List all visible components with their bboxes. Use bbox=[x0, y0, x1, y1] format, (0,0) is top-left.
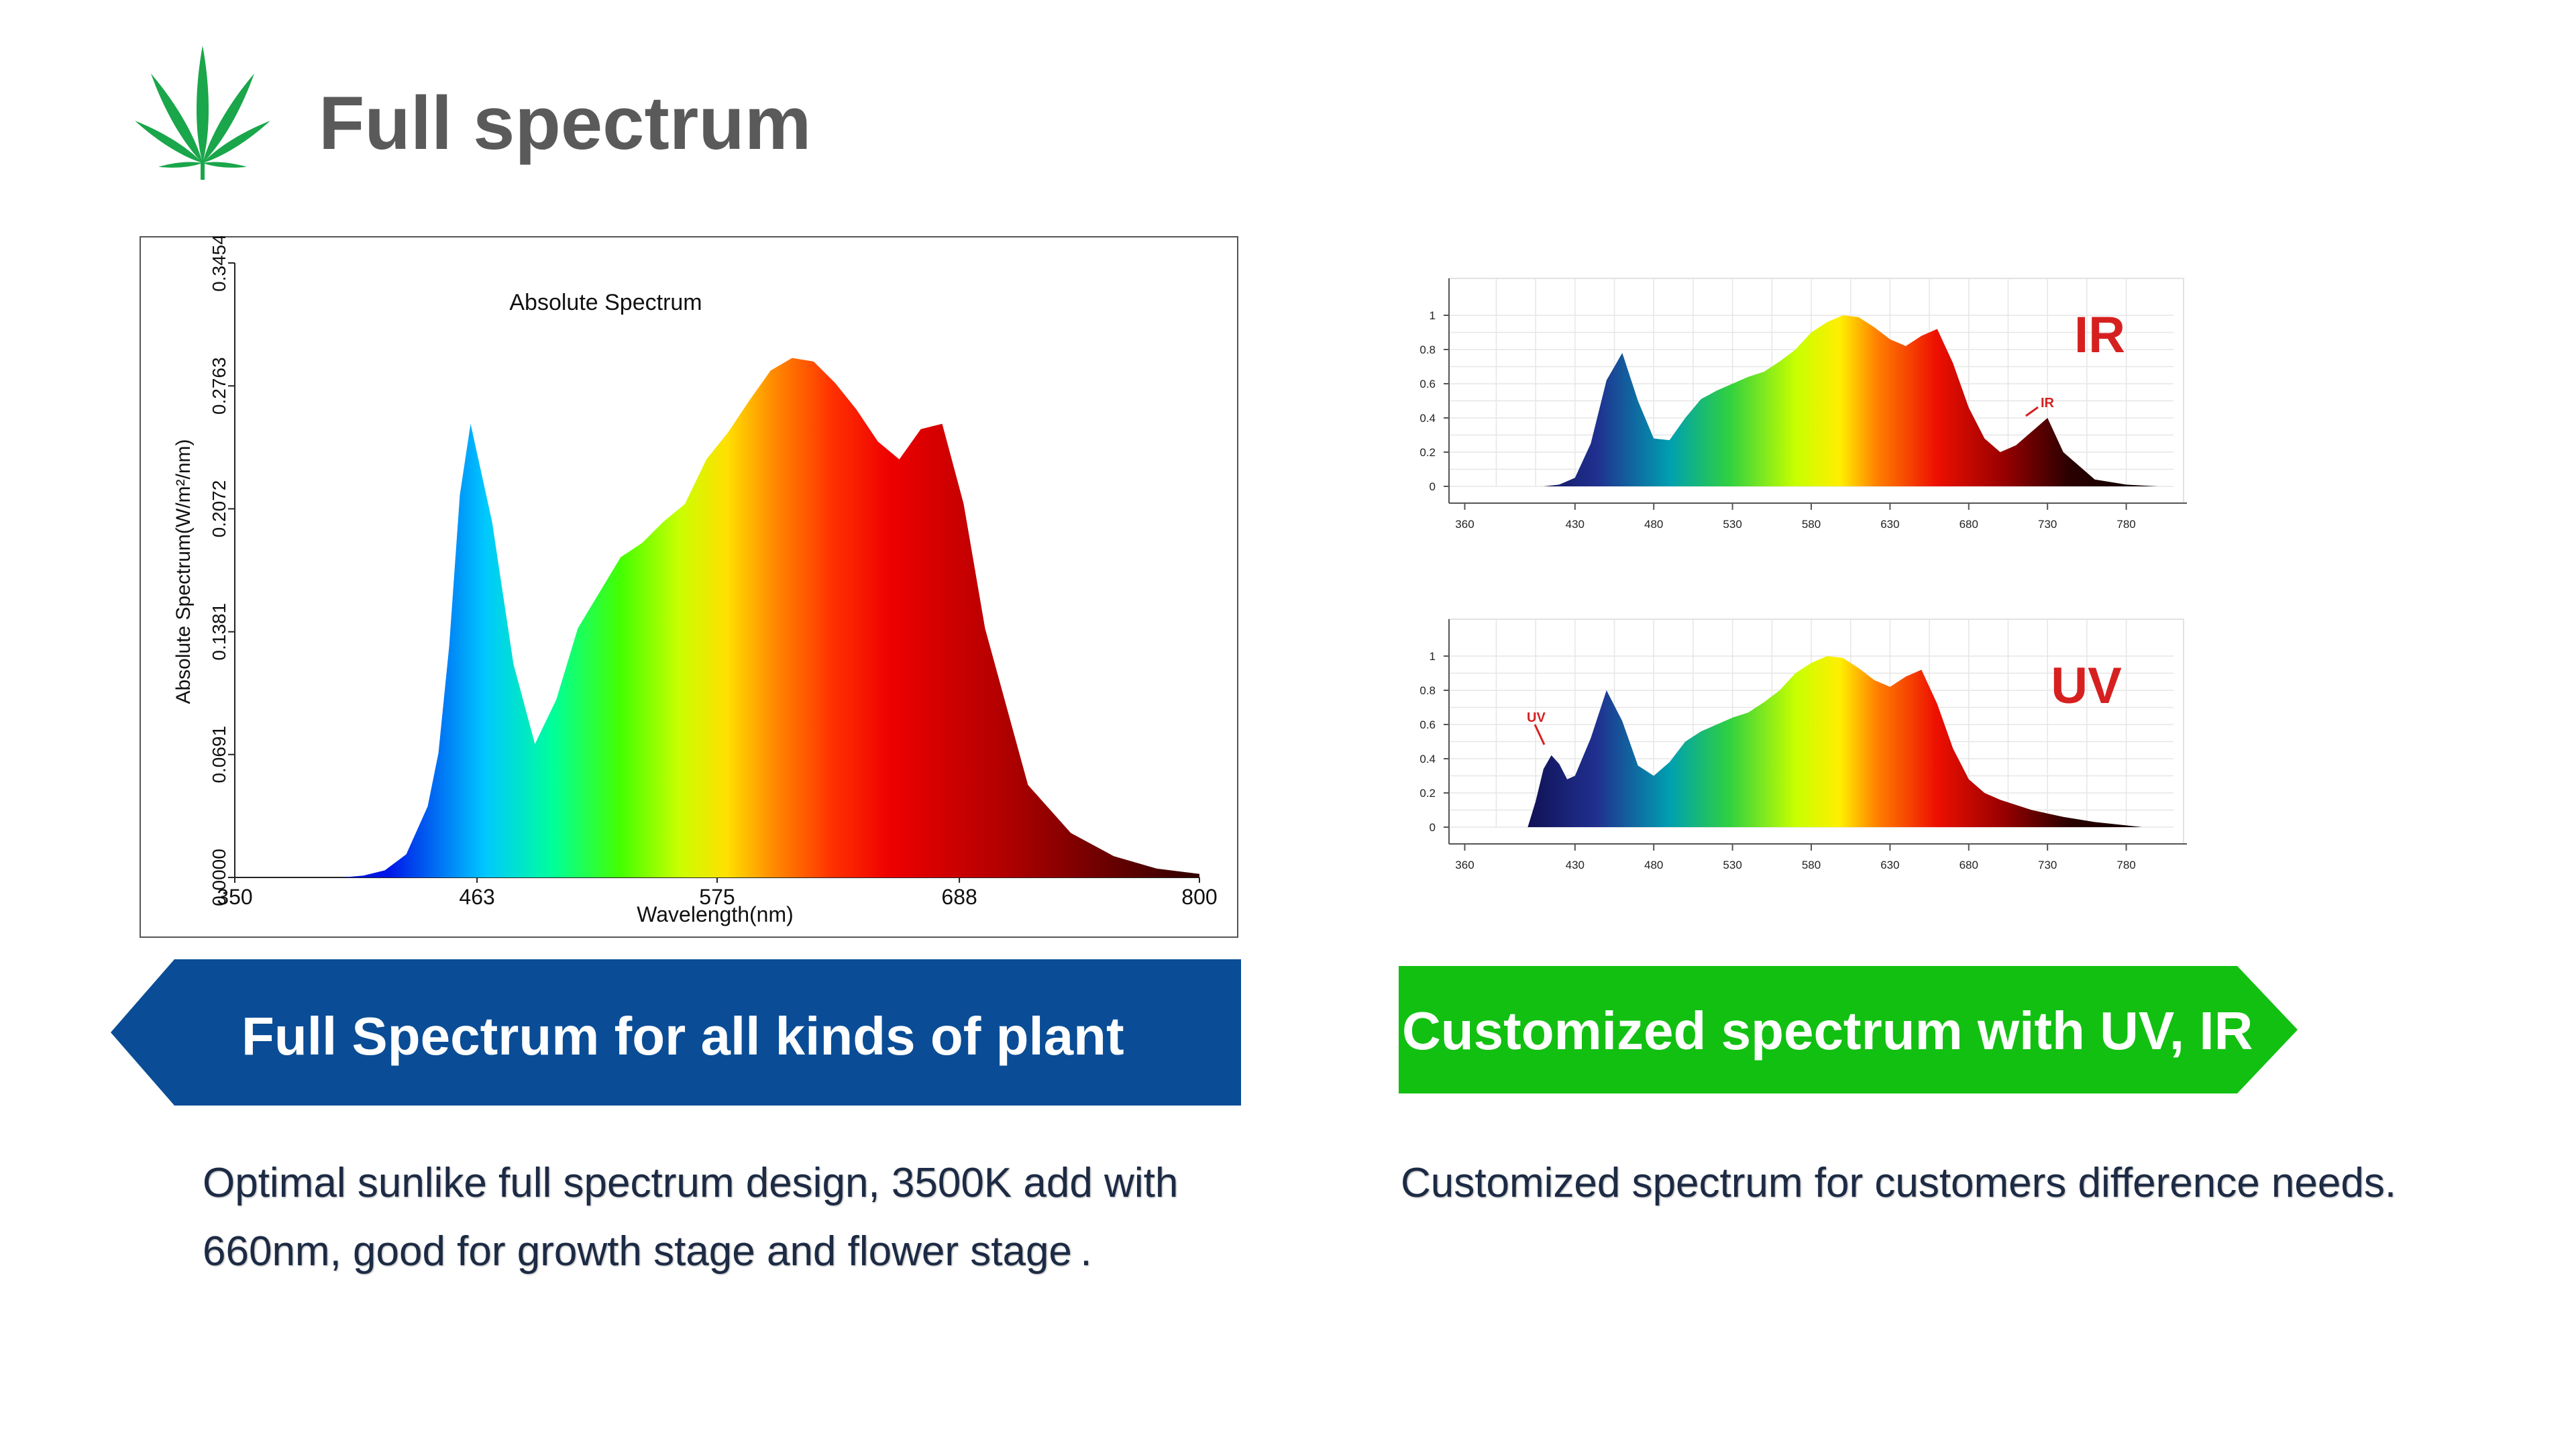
x-tick-label: 430 bbox=[1566, 518, 1585, 531]
y-axis-label: Absolute Spectrum(W/m²/nm) bbox=[172, 439, 195, 704]
x-tick-label: 780 bbox=[2116, 518, 2135, 531]
x-tick-label: 688 bbox=[941, 885, 977, 909]
x-tick-label: 430 bbox=[1566, 859, 1585, 871]
x-tick-label: 575 bbox=[699, 885, 735, 909]
ir-big-label: IR bbox=[2074, 307, 2125, 364]
full-spectrum-banner bbox=[111, 959, 1241, 1106]
y-tick-label: 0.4 bbox=[1419, 753, 1436, 765]
uv-peak-label: UV bbox=[1527, 710, 1546, 725]
y-tick-label: 0.6 bbox=[1419, 718, 1436, 731]
x-tick-label: 530 bbox=[1723, 859, 1741, 871]
y-tick-label: 0.2072 bbox=[209, 480, 229, 538]
x-tick-label: 680 bbox=[1960, 859, 1978, 871]
x-tick-label: 800 bbox=[1181, 885, 1217, 909]
x-tick-label: 360 bbox=[1455, 859, 1474, 871]
x-tick-label: 730 bbox=[2038, 518, 2057, 531]
y-tick-label: 0.3454 bbox=[209, 236, 229, 292]
x-tick-label: 350 bbox=[217, 885, 252, 909]
y-tick-label: 0.1381 bbox=[209, 603, 229, 661]
x-tick-label: 730 bbox=[2038, 859, 2057, 871]
uv-big-label: UV bbox=[2051, 657, 2122, 714]
x-tick-label: 680 bbox=[1960, 518, 1978, 531]
page-title: Full spectrum bbox=[319, 81, 812, 165]
description-left: Optimal sunlike full spectrum design, 35… bbox=[203, 1160, 1179, 1275]
uv-spectrum-chart: 0 0.2 0.4 0.6 0.8 1 360 430 480 530 580 630 680 730 7… bbox=[1419, 619, 2187, 871]
ir-spectrum-chart: 0 0.2 0.4 0.6 0.8 1 360 430 480 530 580 630 680 730 7… bbox=[1419, 278, 2187, 531]
banner-right-shape bbox=[1399, 966, 2298, 1093]
x-tick-label: 630 bbox=[1880, 859, 1899, 871]
y-tick-label: 0.0691 bbox=[209, 726, 229, 784]
y-tick-label: 0.0000 bbox=[209, 849, 229, 906]
y-tick-label: 0.4 bbox=[1419, 412, 1436, 425]
spectrum-area bbox=[235, 358, 1199, 877]
absolute-spectrum-chart: Absolute Spectrum Absolute Spectrum(W/m²… bbox=[140, 236, 1238, 938]
y-tick-label: 0 bbox=[1430, 821, 1436, 834]
description-right: Customized spectrum for customers differ… bbox=[1401, 1160, 2397, 1206]
y-tick-label: 0.2 bbox=[1419, 787, 1436, 800]
x-tick-label: 580 bbox=[1802, 518, 1821, 531]
y-tick-label: 0.8 bbox=[1419, 684, 1436, 697]
x-tick-label: 630 bbox=[1880, 518, 1899, 531]
ir-spectrum-area bbox=[1543, 315, 2158, 486]
banner-left-text: Full Spectrum for all kinds of plant bbox=[241, 1006, 1124, 1066]
ir-peak-label: IR bbox=[2041, 396, 2055, 411]
y-tick-label: 1 bbox=[1430, 309, 1436, 322]
x-tick-label: 360 bbox=[1455, 518, 1474, 531]
y-tick-label: 0.2 bbox=[1419, 446, 1436, 459]
y-tick-label: 0.2763 bbox=[209, 357, 229, 415]
customized-spectrum-banner bbox=[1399, 966, 2298, 1093]
x-tick-label: 530 bbox=[1723, 518, 1741, 531]
y-tick-label: 0.8 bbox=[1419, 343, 1436, 356]
banner-left-shape bbox=[111, 959, 1241, 1106]
x-tick-label: 480 bbox=[1644, 518, 1663, 531]
y-tick-label: 0 bbox=[1430, 480, 1436, 493]
cannabis-leaf-icon bbox=[135, 46, 270, 180]
x-tick-label: 480 bbox=[1644, 859, 1663, 871]
ir-peak-pointer bbox=[2025, 406, 2039, 417]
y-tick-label: 0.6 bbox=[1419, 378, 1436, 390]
x-tick-label: 580 bbox=[1802, 859, 1821, 871]
x-tick-label: 780 bbox=[2116, 859, 2135, 871]
x-axis-label: Wavelength(nm) bbox=[637, 902, 794, 926]
uv-peak-pointer bbox=[1534, 724, 1546, 745]
y-tick-label: 1 bbox=[1430, 650, 1436, 663]
uv-spectrum-area bbox=[1527, 656, 2142, 827]
banner-right-text: Customized spectrum with UV, IR bbox=[1402, 1001, 2253, 1061]
x-tick-label: 463 bbox=[459, 885, 494, 909]
chart-title: Absolute Spectrum bbox=[509, 290, 702, 315]
